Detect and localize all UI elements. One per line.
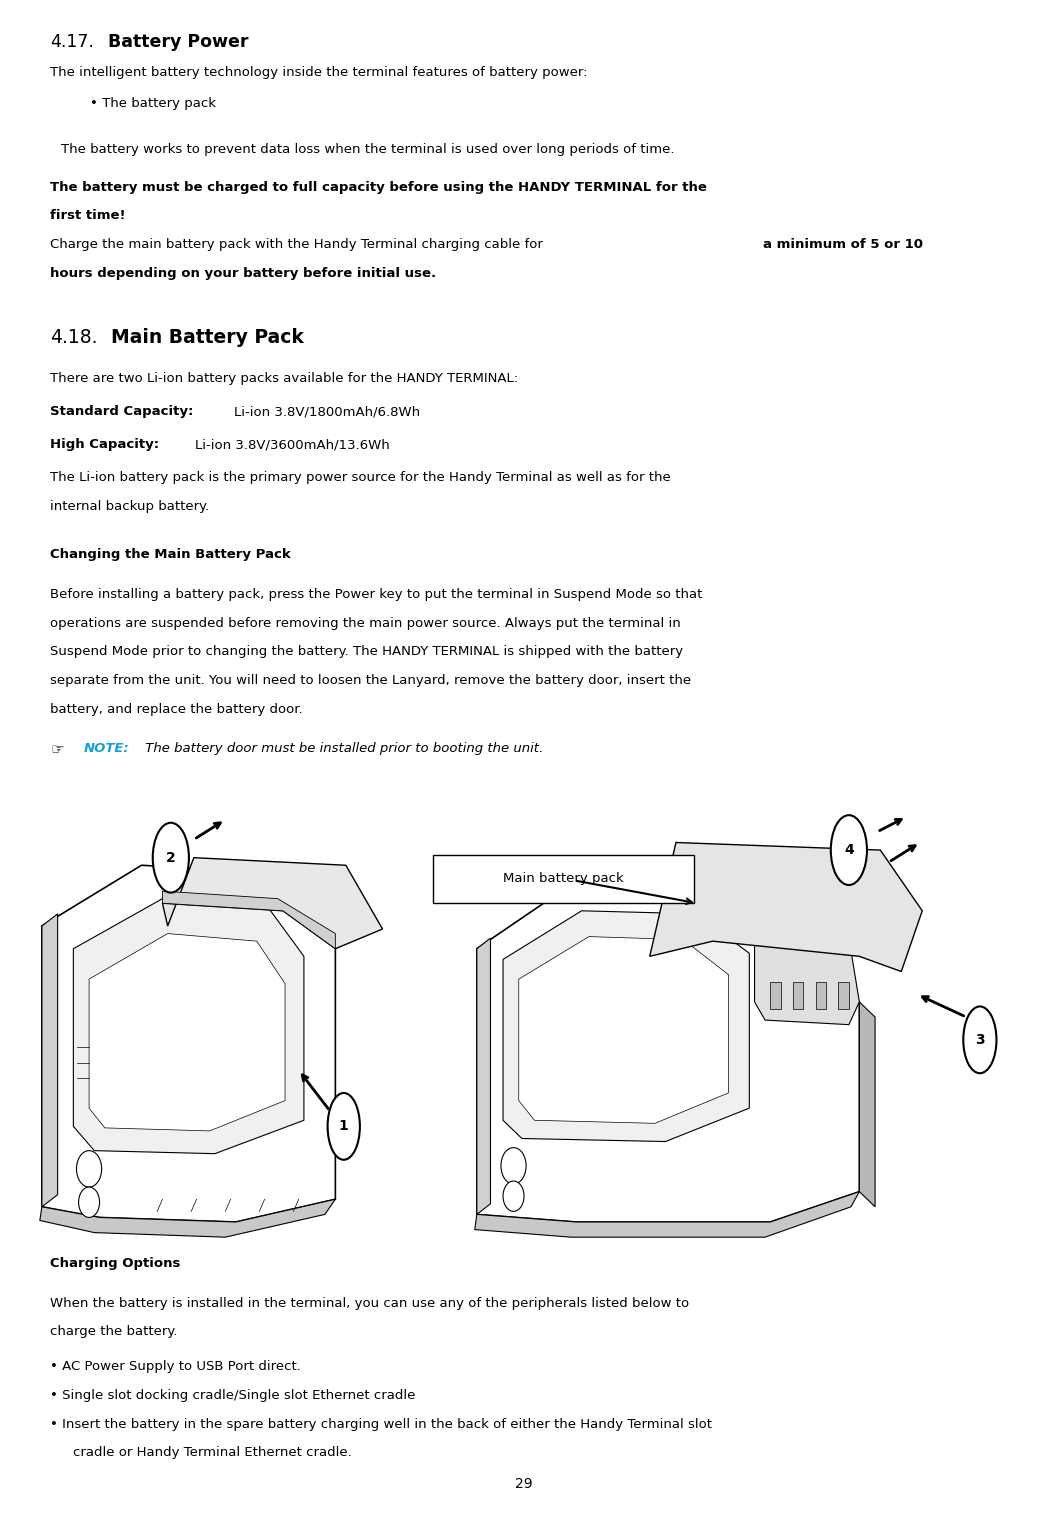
- Text: Li-ion 3.8V/3600mAh/13.6Wh: Li-ion 3.8V/3600mAh/13.6Wh: [195, 439, 390, 451]
- FancyBboxPatch shape: [793, 982, 804, 1009]
- Text: 3: 3: [975, 1032, 985, 1047]
- Text: internal backup battery.: internal backup battery.: [50, 499, 210, 513]
- Text: Charging Options: Charging Options: [50, 1257, 180, 1271]
- Text: There are two Li-ion battery packs available for the HANDY TERMINAL:: There are two Li-ion battery packs avail…: [50, 372, 519, 386]
- Ellipse shape: [963, 1006, 997, 1073]
- Text: The battery door must be installed prior to booting the unit.: The battery door must be installed prior…: [141, 742, 544, 754]
- Polygon shape: [477, 888, 859, 1222]
- Polygon shape: [475, 1192, 859, 1237]
- Polygon shape: [650, 842, 922, 972]
- Text: charge the battery.: charge the battery.: [50, 1325, 178, 1339]
- Text: first time!: first time!: [50, 209, 126, 223]
- Text: operations are suspended before removing the main power source. Always put the t: operations are suspended before removing…: [50, 616, 681, 630]
- Text: The battery works to prevent data loss when the terminal is used over long perio: The battery works to prevent data loss w…: [61, 144, 674, 156]
- Polygon shape: [477, 938, 490, 1214]
- Text: Battery Power: Battery Power: [108, 33, 248, 52]
- Text: 4.18.: 4.18.: [50, 328, 97, 348]
- Text: • The battery pack: • The battery pack: [90, 97, 216, 111]
- Text: Before installing a battery pack, press the Power key to put the terminal in Sus: Before installing a battery pack, press …: [50, 587, 702, 601]
- Text: 29: 29: [516, 1477, 532, 1491]
- Text: • Single slot docking cradle/Single slot Ethernet cradle: • Single slot docking cradle/Single slot…: [50, 1389, 416, 1403]
- Text: Main Battery Pack: Main Battery Pack: [111, 328, 304, 348]
- Polygon shape: [42, 865, 335, 1222]
- Polygon shape: [503, 911, 749, 1142]
- Text: separate from the unit. You will need to loosen the Lanyard, remove the battery : separate from the unit. You will need to…: [50, 674, 692, 688]
- FancyBboxPatch shape: [770, 982, 781, 1009]
- Text: The Li-ion battery pack is the primary power source for the Handy Terminal as we: The Li-ion battery pack is the primary p…: [50, 472, 671, 484]
- Text: Charge the main battery pack with the Handy Terminal charging cable for: Charge the main battery pack with the Ha…: [50, 238, 547, 250]
- Text: 1: 1: [339, 1119, 349, 1134]
- Text: Main battery pack: Main battery pack: [503, 873, 624, 885]
- Text: Suspend Mode prior to changing the battery. The HANDY TERMINAL is shipped with t: Suspend Mode prior to changing the batte…: [50, 645, 683, 659]
- Text: Li-ion 3.8V/1800mAh/6.8Wh: Li-ion 3.8V/1800mAh/6.8Wh: [234, 405, 420, 419]
- Polygon shape: [89, 934, 285, 1131]
- Polygon shape: [162, 858, 383, 949]
- Text: • AC Power Supply to USB Port direct.: • AC Power Supply to USB Port direct.: [50, 1360, 301, 1374]
- Text: battery, and replace the battery door.: battery, and replace the battery door.: [50, 703, 303, 715]
- Polygon shape: [755, 929, 859, 1025]
- Polygon shape: [859, 1002, 875, 1207]
- Text: The intelligent battery technology inside the terminal features of battery power: The intelligent battery technology insid…: [50, 67, 588, 79]
- Text: 2: 2: [166, 850, 176, 865]
- Text: a minimum of 5 or 10: a minimum of 5 or 10: [763, 238, 923, 250]
- Text: hours depending on your battery before initial use.: hours depending on your battery before i…: [50, 267, 436, 279]
- Circle shape: [501, 1148, 526, 1184]
- Ellipse shape: [153, 823, 189, 893]
- Text: Standard Capacity:: Standard Capacity:: [50, 405, 194, 419]
- Text: 4.17.: 4.17.: [50, 33, 94, 52]
- Text: ☞: ☞: [50, 742, 64, 757]
- Ellipse shape: [328, 1093, 359, 1160]
- Circle shape: [77, 1151, 102, 1187]
- FancyBboxPatch shape: [815, 982, 826, 1009]
- Polygon shape: [40, 1199, 335, 1237]
- FancyBboxPatch shape: [433, 855, 694, 903]
- Ellipse shape: [831, 815, 867, 885]
- Text: NOTE:: NOTE:: [84, 742, 130, 754]
- Circle shape: [503, 1181, 524, 1211]
- Text: High Capacity:: High Capacity:: [50, 439, 159, 451]
- Text: 4: 4: [844, 842, 854, 858]
- FancyBboxPatch shape: [838, 982, 849, 1009]
- Polygon shape: [162, 891, 335, 949]
- Text: Changing the Main Battery Pack: Changing the Main Battery Pack: [50, 548, 291, 562]
- Text: cradle or Handy Terminal Ethernet cradle.: cradle or Handy Terminal Ethernet cradle…: [73, 1447, 352, 1459]
- Circle shape: [79, 1187, 100, 1217]
- Text: When the battery is installed in the terminal, you can use any of the peripheral: When the battery is installed in the ter…: [50, 1296, 690, 1310]
- Polygon shape: [73, 899, 304, 1154]
- Text: The battery must be charged to full capacity before using the HANDY TERMINAL for: The battery must be charged to full capa…: [50, 181, 707, 194]
- Polygon shape: [519, 937, 728, 1123]
- Text: • Insert the battery in the spare battery charging well in the back of either th: • Insert the battery in the spare batter…: [50, 1418, 713, 1430]
- Polygon shape: [42, 914, 58, 1207]
